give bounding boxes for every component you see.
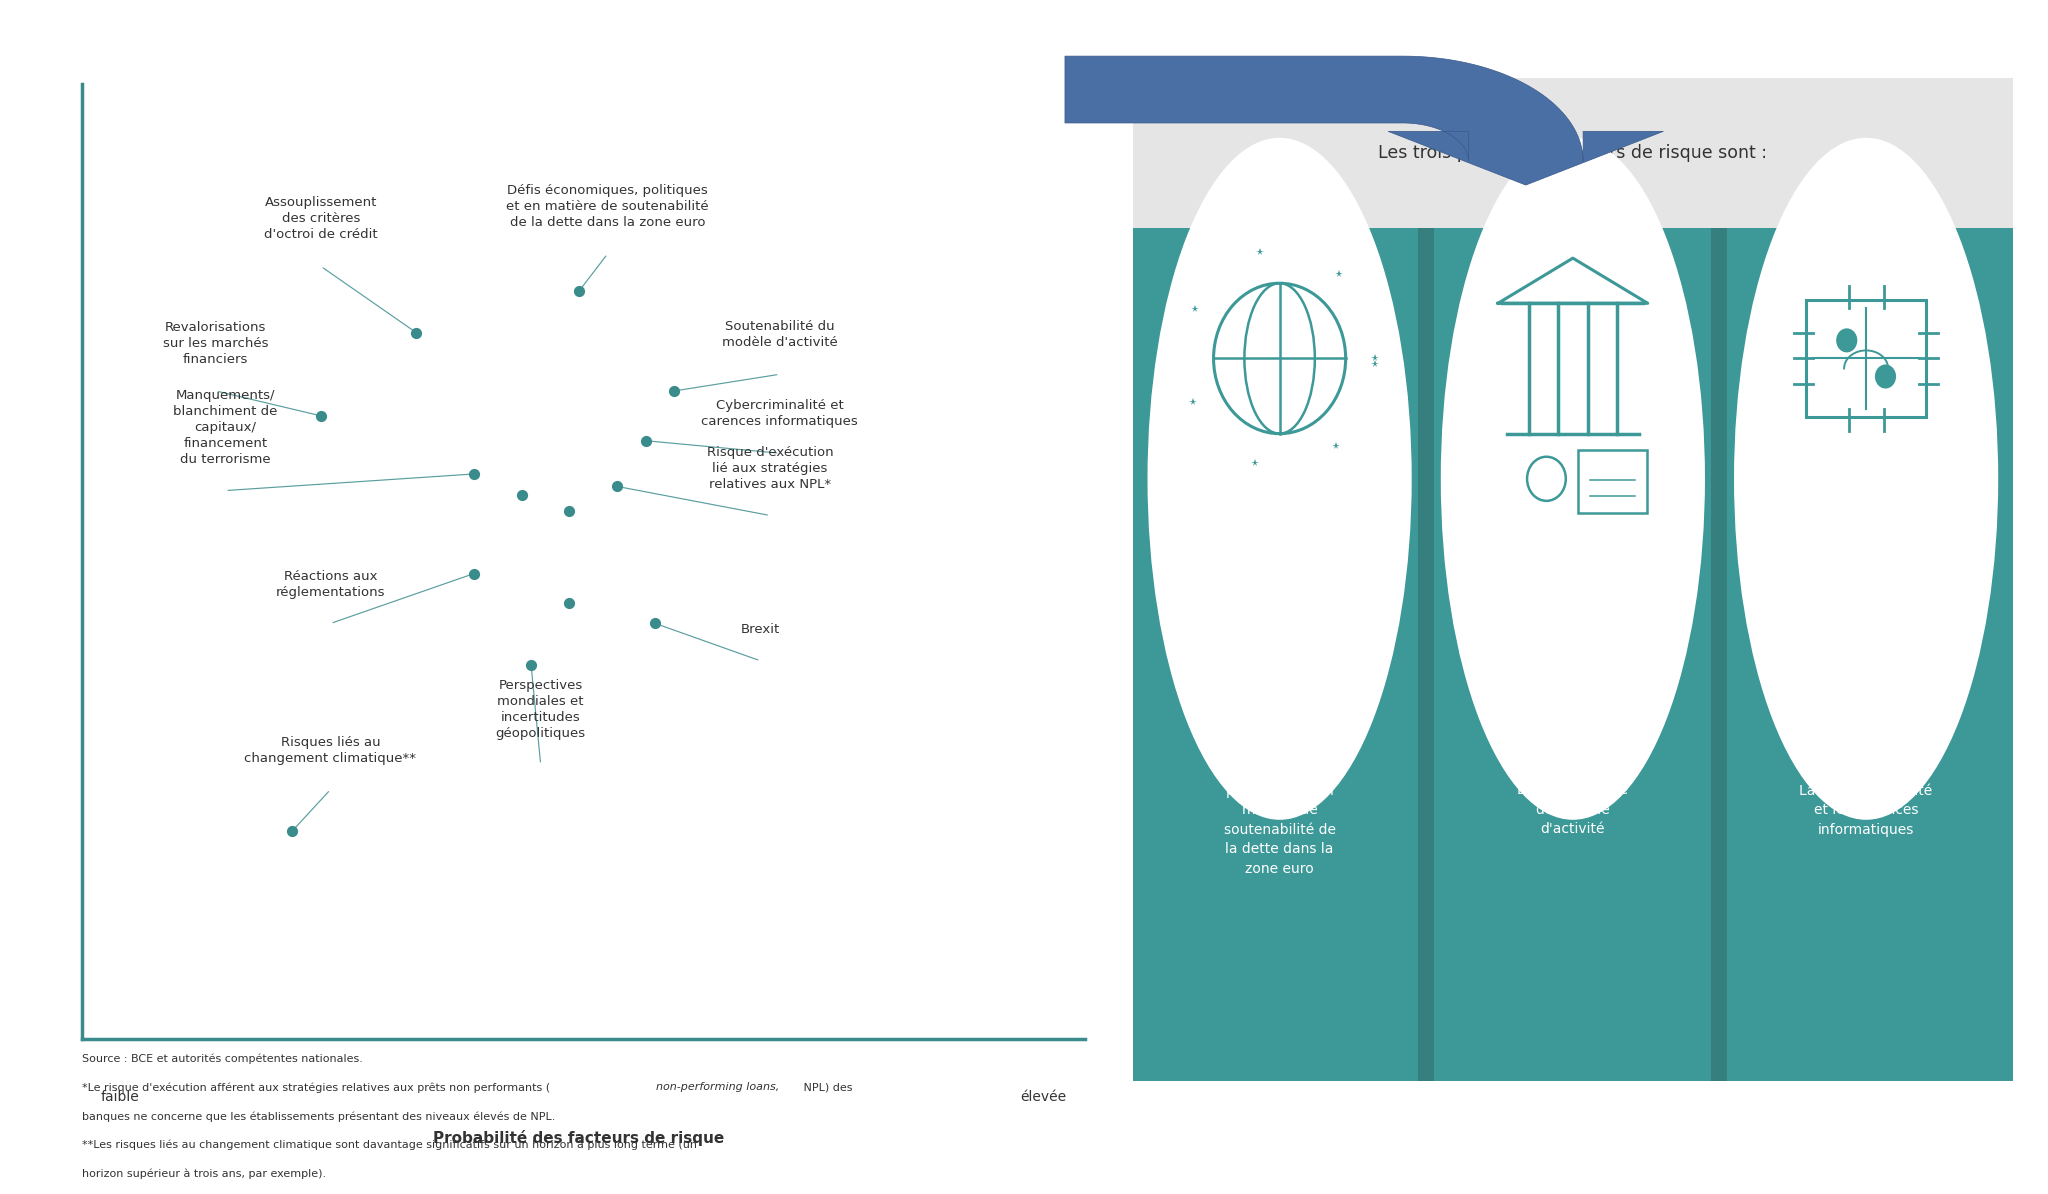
Text: élevée: élevée bbox=[1020, 1090, 1067, 1104]
Polygon shape bbox=[1065, 56, 1663, 185]
Circle shape bbox=[1874, 364, 1896, 388]
Point bbox=[553, 501, 586, 521]
Text: faible: faible bbox=[100, 1090, 139, 1104]
FancyBboxPatch shape bbox=[1579, 450, 1647, 513]
Text: Réactions aux
réglementations: Réactions aux réglementations bbox=[276, 570, 385, 598]
Text: Manquements/
blanchiment de
capitaux/
financement
du terrorisme: Manquements/ blanchiment de capitaux/ fi… bbox=[174, 389, 276, 466]
Point bbox=[553, 593, 586, 613]
Text: non-performing loans,: non-performing loans, bbox=[655, 1082, 780, 1093]
Text: banques ne concerne que les établissements présentant des niveaux élevés de NPL.: banques ne concerne que les établissemen… bbox=[82, 1112, 555, 1121]
Point bbox=[639, 614, 672, 633]
Ellipse shape bbox=[1735, 137, 1999, 820]
Text: La cybercriminalité
et les carences
informatiques: La cybercriminalité et les carences info… bbox=[1800, 783, 1933, 837]
Text: Défis économiques, politiques
et en matière de soutenabilité
de la dette dans la: Défis économiques, politiques et en mati… bbox=[506, 184, 709, 229]
Ellipse shape bbox=[1442, 137, 1704, 820]
Text: Brexit: Brexit bbox=[741, 623, 780, 636]
FancyBboxPatch shape bbox=[1712, 228, 1726, 1081]
Point bbox=[457, 464, 489, 484]
Text: Soutenabilité du
modèle d'activité: Soutenabilité du modèle d'activité bbox=[721, 320, 838, 350]
Text: Les défis
économiques,
politiques et en
matière de
soutenabilité de
la dette dan: Les défis économiques, politiques et en … bbox=[1223, 744, 1335, 875]
Point bbox=[276, 821, 309, 841]
Text: Risques liés au
changement climatique**: Risques liés au changement climatique** bbox=[244, 736, 416, 764]
Text: **Les risques liés au changement climatique sont davantage significatifs sur un : **Les risques liés au changement climati… bbox=[82, 1140, 696, 1151]
Point bbox=[657, 381, 690, 400]
Point bbox=[629, 431, 662, 450]
Ellipse shape bbox=[1147, 137, 1411, 820]
FancyBboxPatch shape bbox=[1133, 78, 2013, 228]
Text: NPL) des: NPL) des bbox=[801, 1082, 852, 1093]
Text: La soutenabilité
du modèle
d'activité: La soutenabilité du modèle d'activité bbox=[1518, 783, 1628, 836]
FancyBboxPatch shape bbox=[1133, 228, 2013, 1081]
Text: Probabilité des facteurs de risque: Probabilité des facteurs de risque bbox=[434, 1131, 725, 1146]
Text: Les trois principaux facteurs de risque sont :: Les trois principaux facteurs de risque … bbox=[1378, 143, 1767, 162]
Point bbox=[514, 656, 547, 675]
Text: Perspectives
mondiales et
incertitudes
géopolitiques: Perspectives mondiales et incertitudes g… bbox=[496, 678, 586, 740]
Text: Assouplissement
des critères
d'octroi de crédit: Assouplissement des critères d'octroi de… bbox=[264, 196, 377, 241]
Text: horizon supérieur à trois ans, par exemple).: horizon supérieur à trois ans, par exemp… bbox=[82, 1169, 326, 1180]
Point bbox=[506, 485, 539, 504]
Point bbox=[600, 476, 633, 496]
Text: Risque d'exécution
lié aux stratégies
relatives aux NPL*: Risque d'exécution lié aux stratégies re… bbox=[707, 445, 834, 491]
Text: Revalorisations
sur les marchés
financiers: Revalorisations sur les marchés financie… bbox=[164, 321, 268, 367]
Circle shape bbox=[1837, 328, 1858, 352]
Point bbox=[399, 324, 432, 343]
Point bbox=[563, 282, 596, 301]
FancyBboxPatch shape bbox=[1417, 228, 1434, 1081]
Text: Cybercriminalité et
carences informatiques: Cybercriminalité et carences informatiqu… bbox=[700, 399, 858, 429]
Point bbox=[457, 564, 489, 583]
Text: *Le risque d'exécution afférent aux stratégies relatives aux prêts non performan: *Le risque d'exécution afférent aux stra… bbox=[82, 1082, 551, 1093]
Point bbox=[305, 406, 338, 425]
Text: Source : BCE et autorités compétentes nationales.: Source : BCE et autorités compétentes na… bbox=[82, 1053, 362, 1064]
